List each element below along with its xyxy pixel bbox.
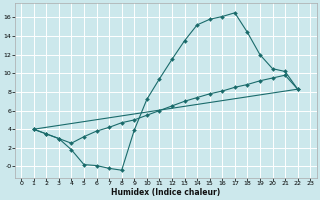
X-axis label: Humidex (Indice chaleur): Humidex (Indice chaleur) — [111, 188, 220, 197]
